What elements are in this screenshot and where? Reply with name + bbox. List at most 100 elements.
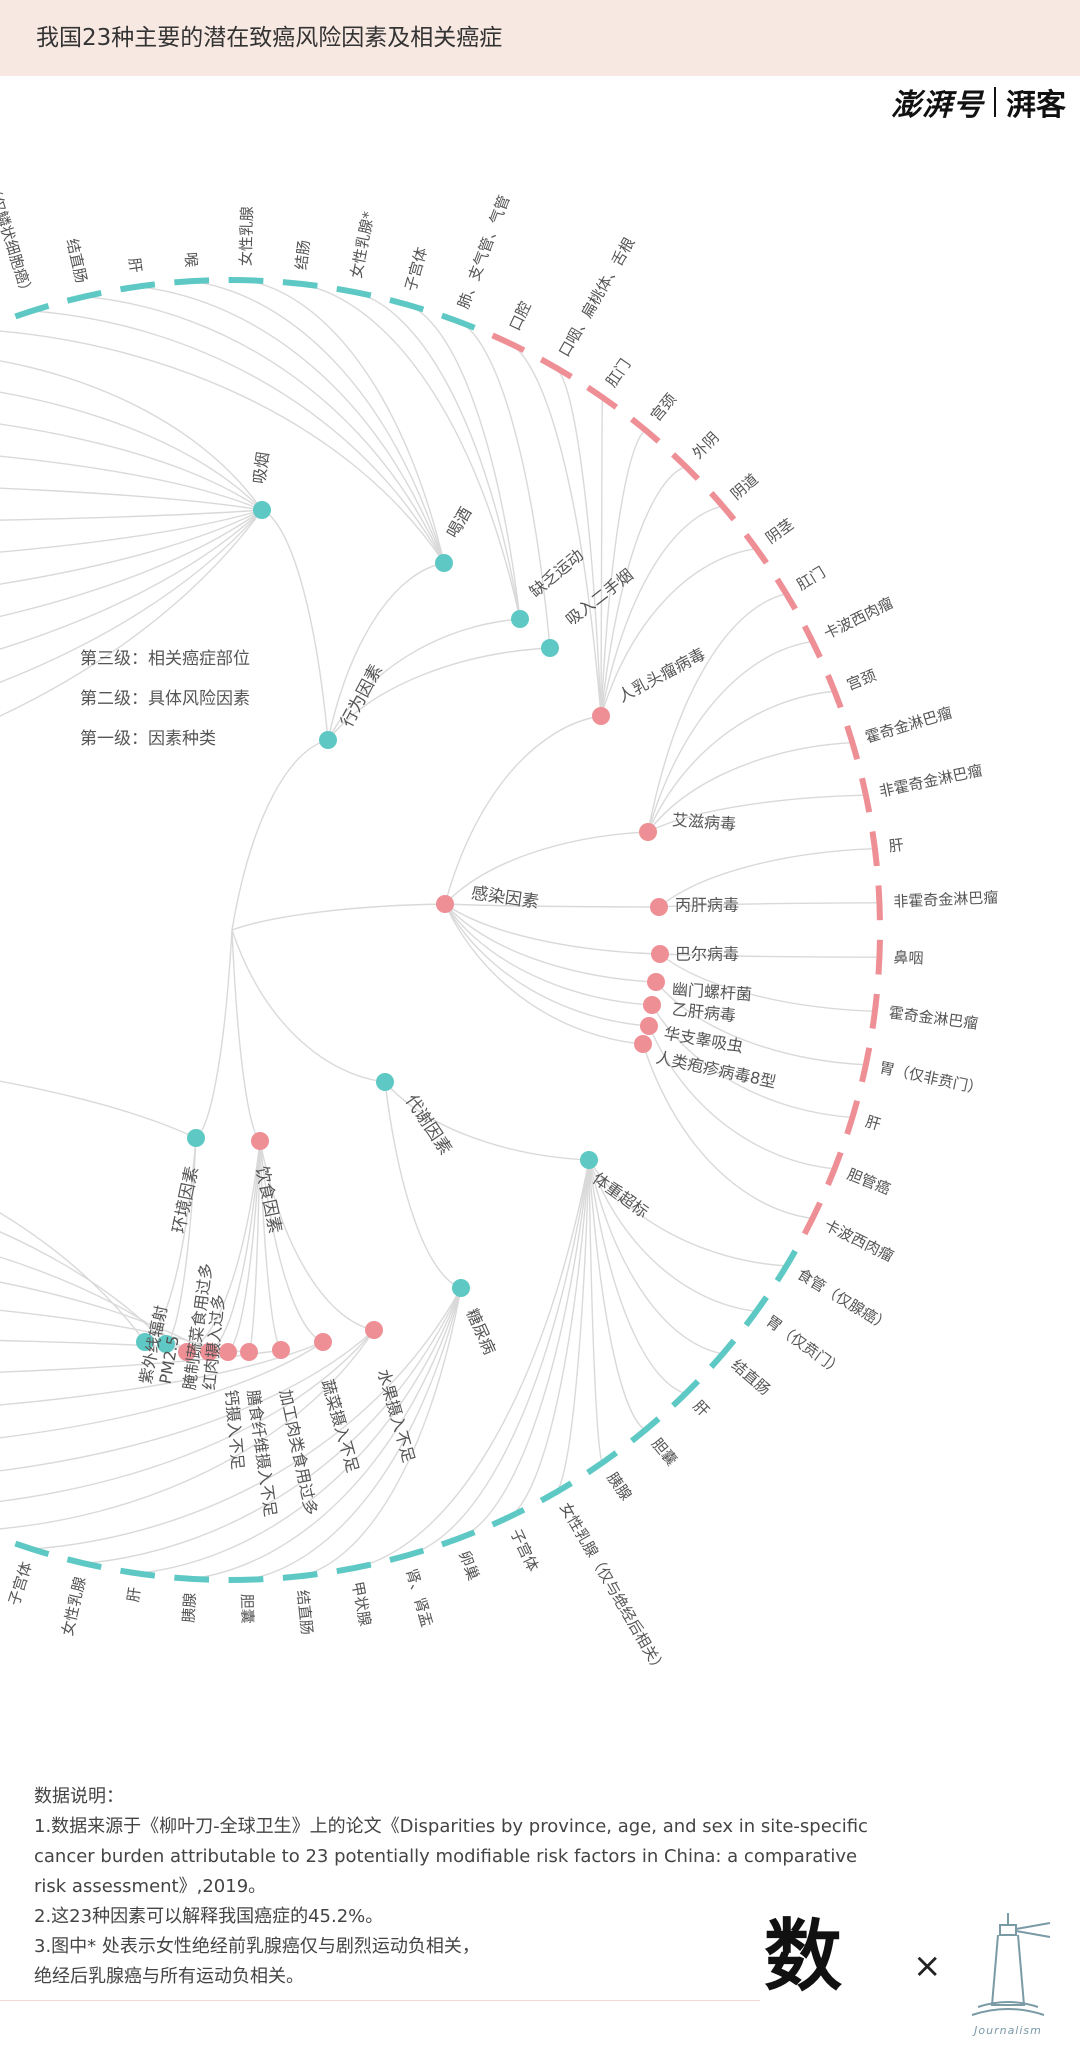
factor-label: 乙肝病毒 [671,1000,737,1026]
cancer-site-label: 口腔 [506,299,535,334]
leaf-segment [119,1567,156,1579]
leaf-segment [14,1540,50,1558]
tree-link [0,509,263,650]
cancer-site-label: 食管（仅鳞状细胞癌） [0,152,37,300]
leaf-segment [801,1201,823,1236]
cancer-site-label: 肝 [125,256,145,273]
tree-link [31,1287,462,1550]
cancer-site-label: 胆管癌 [844,1165,892,1198]
leaf-segment [539,356,573,380]
leaf-segment [844,725,861,761]
brand-divider [994,87,996,117]
factor-node [634,1035,652,1053]
factor-label: 人类疱疹病毒8型 [654,1048,777,1092]
leaf-segment [336,1561,372,1575]
tree-link [353,1159,590,1569]
tree-link [0,1309,229,1353]
factor-node [219,1343,237,1361]
leaf-segment [859,777,873,813]
cancer-site-label: 肛门 [602,356,634,391]
leaf-segment [282,279,318,289]
tree-link [647,640,813,833]
tree-link [508,341,602,717]
tree-link [588,1159,603,1464]
cancer-site-label: 霍奇金淋巴瘤 [888,1004,980,1033]
tree-link [0,1329,375,1503]
leaf-segment [801,624,823,659]
tree-link [647,593,787,833]
tree-link [555,1159,590,1493]
factor-node [157,1335,175,1353]
leaf-segment [440,1529,476,1548]
tree-link [458,320,551,649]
leaf-segment [389,297,425,313]
tree-link [444,715,602,905]
risk-factor-tree: 行为因素感染因素代谢因素饮食因素环境因素吸烟喝酒缺乏运动吸入二手烟人乳头瘤病毒艾… [0,152,999,1677]
leaf-segment [869,831,880,867]
note-line: 1.数据来源于《柳叶刀-全球卫生》上的论文《Disparities by pro… [34,1816,868,1837]
note-line: risk assessment》,2019。 [34,1876,267,1897]
factor-node [647,973,665,991]
factor-node [240,1343,258,1361]
cancer-site-label: 肺、支气管、气管 [454,193,513,312]
data-notes: 数据说明： 1.数据来源于《柳叶刀-全球卫生》上的论文《Disparities … [34,1782,894,1992]
factor-node [541,639,559,657]
tree-link [444,903,660,908]
leaf-segment [586,384,619,410]
tree-link [0,1341,324,1406]
brand-main: 澎湃号 [891,88,984,123]
cancer-site-label: 胆囊 [648,1435,681,1470]
factor-node [136,1333,154,1351]
cancer-site-label: 肝 [689,1397,712,1420]
factor-node [365,1321,383,1339]
cancer-site-label: 胃（仅贲门） [763,1312,846,1379]
tree-link [0,509,263,683]
cancer-site-label: 结直肠 [63,237,91,285]
tree-link [647,794,866,833]
tree-link [384,1081,462,1289]
leaf-segment [709,491,737,522]
tree-link [31,310,445,564]
leaf-segment [825,673,844,709]
leaf-segment [389,1547,425,1563]
tree-link [659,953,875,1012]
legend-level-2: 第二级：具体风险因素 [80,689,250,709]
cancer-site-label: 女性乳腺（仅与绝经后相关） [556,1499,669,1677]
leaf-segment [440,312,476,331]
note-line: cancer burden attributable to 23 potenti… [34,1846,858,1867]
factor-node [435,554,453,572]
category-metabolic-node [376,1073,394,1091]
leaf-segment [66,289,102,304]
tree-link [327,618,521,741]
legend-level-1: 第一级：因素种类 [80,729,216,749]
cancer-site-label: 阴茎 [762,515,797,547]
brand-sub: 湃客 [1006,88,1066,123]
cancer-site-label: 卡波西肉瘤 [821,1216,896,1265]
factor-node [650,898,668,916]
cancer-site-label: 喉 [181,252,200,268]
tree-link [0,1329,375,1472]
factor-label: 喝酒 [443,504,475,541]
leaf-segment [629,1416,661,1444]
leaf-segment [774,577,798,611]
tree-link [588,1159,686,1395]
tree-link [0,1341,324,1439]
tree-link [144,1137,197,1343]
leaf-segment [586,1450,619,1476]
leaf-segment [825,1151,844,1187]
tree-link [642,1043,813,1220]
factor-node [592,707,610,725]
cancer-site-label: 宫颈 [647,390,680,425]
notes-heading: 数据说明： [34,1786,124,1807]
tree-link [0,1080,197,1139]
tree-link [651,1004,853,1119]
cancer-site-label: 卡波西肉瘤 [821,594,896,643]
leaf-segment [228,277,264,284]
leaf-segment [709,1338,737,1369]
note-line: 3.图中* 处表示女性绝经前乳腺癌仅与剧烈运动负相关， [34,1936,480,1957]
factor-node [253,501,271,519]
factor-label: 蔬菜摄入不足 [318,1377,363,1475]
leaf-segment [774,1249,798,1283]
tree-link [0,509,263,585]
tree-link [647,690,835,833]
